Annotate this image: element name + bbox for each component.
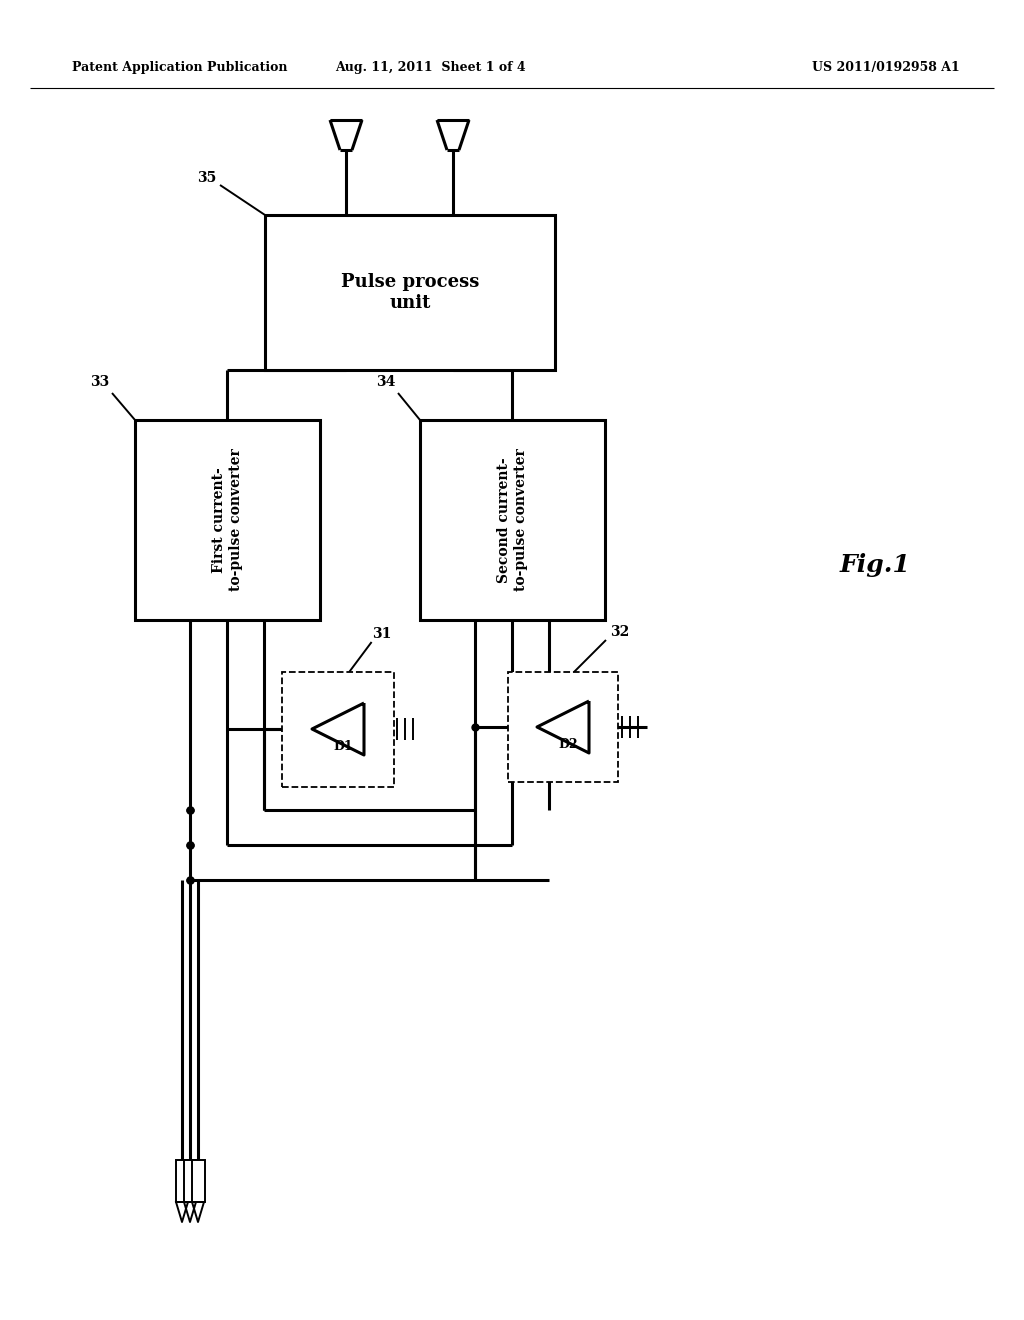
- Text: Patent Application Publication: Patent Application Publication: [72, 62, 288, 74]
- Text: Pulse process
unit: Pulse process unit: [341, 273, 479, 312]
- Bar: [265, 215, 555, 370]
- Bar: [184, 1160, 197, 1203]
- Text: Fig.1: Fig.1: [840, 553, 911, 577]
- Text: 35: 35: [198, 172, 217, 185]
- Text: 31: 31: [373, 627, 392, 642]
- Text: US 2011/0192958 A1: US 2011/0192958 A1: [812, 62, 961, 74]
- Text: Second current-
to-pulse converter: Second current- to-pulse converter: [498, 449, 527, 591]
- Text: 34: 34: [376, 375, 395, 389]
- Bar: [135, 420, 319, 620]
- Bar: [420, 420, 605, 620]
- Text: First current-
to-pulse converter: First current- to-pulse converter: [212, 449, 243, 591]
- Text: 32: 32: [610, 624, 629, 639]
- Text: 33: 33: [90, 375, 110, 389]
- Text: D1: D1: [333, 741, 353, 754]
- Bar: [282, 672, 394, 787]
- Bar: [193, 1160, 205, 1203]
- Bar: [176, 1160, 189, 1203]
- Bar: [508, 672, 618, 781]
- Text: Aug. 11, 2011  Sheet 1 of 4: Aug. 11, 2011 Sheet 1 of 4: [335, 62, 525, 74]
- Text: D2: D2: [558, 738, 578, 751]
